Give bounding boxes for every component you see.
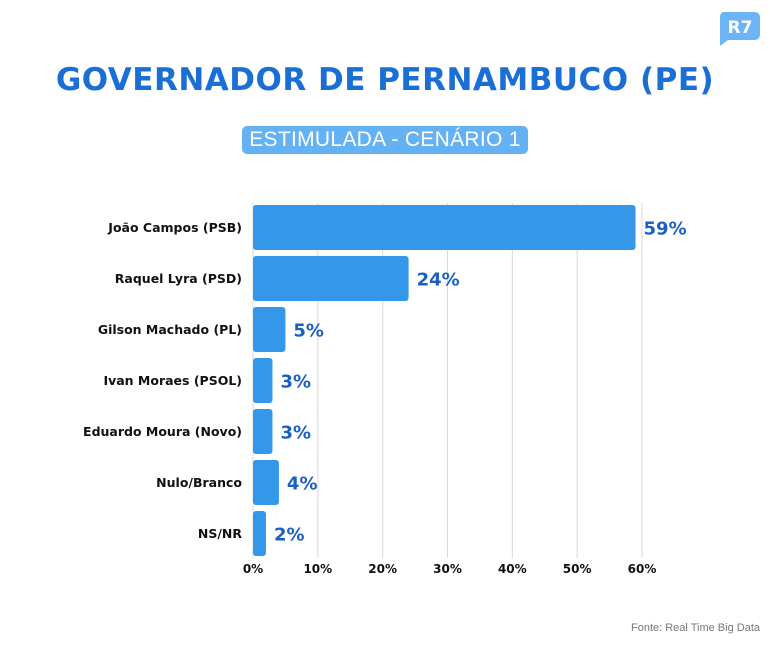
bar — [253, 460, 279, 505]
category-label: Raquel Lyra (PSD) — [115, 271, 242, 286]
x-tick-label: 10% — [303, 562, 332, 576]
x-tick-label: 30% — [433, 562, 462, 576]
category-label: João Campos (PSB) — [107, 220, 242, 235]
bar — [253, 205, 636, 250]
bar — [253, 307, 286, 352]
category-label: Ivan Moraes (PSOL) — [103, 373, 242, 388]
chart-subtitle-badge: ESTIMULADA - CENÁRIO 1 — [242, 126, 528, 154]
value-label: 3% — [280, 372, 311, 393]
category-label: NS/NR — [198, 526, 242, 541]
value-label: 3% — [280, 423, 311, 444]
value-label: 4% — [287, 474, 318, 495]
category-label: Nulo/Branco — [156, 475, 242, 490]
x-tick-label: 50% — [563, 562, 592, 576]
bar — [253, 256, 409, 301]
category-label: Gilson Machado (PL) — [98, 322, 242, 337]
logo-bubble-icon — [720, 12, 760, 46]
logo-text: R7 — [728, 18, 753, 38]
chart-title: GOVERNADOR DE PERNAMBUCO (PE) — [55, 62, 715, 98]
category-label: Eduardo Moura (Novo) — [83, 424, 242, 439]
bar — [253, 511, 266, 556]
value-label: 2% — [274, 525, 305, 546]
x-tick-label: 0% — [243, 562, 263, 576]
source-note: Fonte: Real Time Big Data — [630, 622, 760, 634]
x-tick-label: 40% — [498, 562, 527, 576]
bar — [253, 358, 273, 403]
x-tick-label: 60% — [628, 562, 657, 576]
bar — [253, 409, 273, 454]
r7-logo: R7 — [720, 12, 760, 46]
value-label: 24% — [417, 270, 460, 291]
value-label: 5% — [293, 321, 324, 342]
x-tick-label: 20% — [368, 562, 397, 576]
value-label: 59% — [644, 219, 687, 240]
